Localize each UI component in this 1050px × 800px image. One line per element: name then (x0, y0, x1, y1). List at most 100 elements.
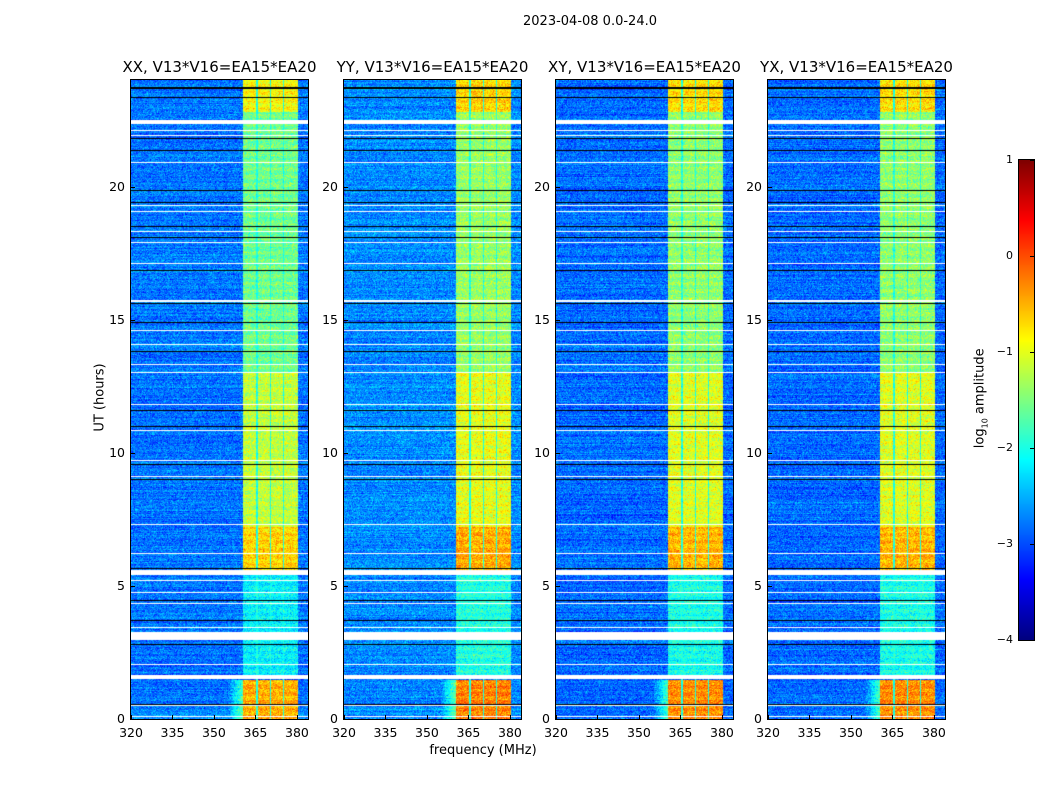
x-tick-mark (809, 715, 811, 719)
x-tick-label: 365 (243, 725, 268, 740)
x-tick-mark (172, 715, 174, 719)
colorbar-tick-label: 0 (1006, 249, 1013, 262)
colorbar-label-rest: amplitude (972, 348, 988, 419)
x-tick-mark (680, 715, 682, 719)
y-tick-mark (344, 452, 348, 454)
colorbar-tick-label: 1 (1006, 153, 1013, 166)
x-tick-label: 380 (285, 725, 309, 740)
x-tick-mark (933, 715, 935, 719)
heatmap-cells (556, 80, 733, 719)
x-tick-label: 350 (202, 725, 226, 740)
x-tick-label: 320 (119, 725, 143, 740)
y-tick-label: 10 (746, 444, 762, 460)
panel-title: YY, V13*V16=EA15*EA20 (336, 58, 529, 76)
x-tick-mark (131, 715, 132, 719)
x-tick-mark (385, 715, 387, 719)
x-tick-label: 335 (585, 725, 610, 740)
y-tick-mark (768, 585, 772, 587)
colorbar-tick-label: −1 (996, 345, 1013, 358)
y-tick-label: 10 (322, 444, 338, 460)
x-axis-label: frequency (MHz) (429, 743, 537, 758)
heatmap-panel-4 (767, 79, 946, 720)
x-tick-mark (468, 715, 470, 719)
y-tick-label: 0 (754, 711, 762, 726)
x-tick-label: 320 (756, 725, 780, 740)
colorbar-tick-label: −3 (996, 537, 1013, 550)
colorbar-tick-mark (1030, 352, 1034, 353)
y-tick-label: 15 (746, 311, 762, 327)
x-tick-mark (426, 715, 428, 719)
y-tick-label: 10 (109, 444, 125, 460)
y-tick-label: 20 (109, 178, 125, 194)
y-tick-mark (768, 719, 772, 720)
x-tick-mark (597, 715, 599, 719)
y-tick-label: 20 (534, 178, 550, 194)
colorbar-label-sub: 10 (980, 418, 990, 429)
y-tick-label: 0 (542, 711, 550, 726)
x-tick-label: 335 (373, 725, 398, 740)
colorbar-tick-mark (1030, 544, 1034, 545)
x-tick-label: 320 (544, 725, 568, 740)
y-tick-mark (556, 452, 560, 454)
x-tick-mark (344, 715, 345, 719)
y-tick-mark (131, 585, 135, 587)
figure-title: 2023-04-08 0.0-24.0 (523, 14, 657, 29)
x-tick-label: 365 (880, 725, 905, 740)
y-tick-label: 0 (330, 711, 338, 726)
y-tick-mark (768, 452, 772, 454)
panel-title: XY, V13*V16=EA15*EA20 (548, 58, 741, 76)
y-tick-mark (131, 186, 135, 188)
heatmap-panel-2 (343, 79, 522, 720)
panel-title: YX, V13*V16=EA15*EA20 (760, 58, 953, 76)
x-tick-mark (509, 715, 511, 719)
y-tick-mark (131, 319, 135, 321)
x-tick-label: 380 (710, 725, 734, 740)
heatmap-panel-1 (130, 79, 309, 720)
heatmap-cells (768, 80, 945, 719)
x-tick-label: 380 (922, 725, 946, 740)
x-tick-mark (638, 715, 640, 719)
y-tick-mark (131, 452, 135, 454)
y-tick-mark (344, 186, 348, 188)
x-tick-mark (768, 715, 769, 719)
colorbar-tick-mark (1030, 160, 1034, 161)
x-tick-label: 350 (627, 725, 651, 740)
colorbar-gradient (1019, 160, 1034, 640)
y-tick-label: 20 (746, 178, 762, 194)
y-tick-label: 0 (117, 711, 125, 726)
y-tick-label: 5 (542, 577, 550, 593)
x-tick-mark (556, 715, 557, 719)
y-tick-label: 15 (534, 311, 550, 327)
x-tick-label: 335 (160, 725, 185, 740)
colorbar-tick-label: −2 (996, 441, 1013, 454)
x-tick-mark (892, 715, 894, 719)
y-tick-mark (344, 319, 348, 321)
y-tick-mark (556, 186, 560, 188)
y-tick-label: 5 (117, 577, 125, 593)
y-tick-mark (556, 585, 560, 587)
x-tick-label: 335 (797, 725, 822, 740)
y-tick-mark (768, 319, 772, 321)
y-tick-label: 15 (109, 311, 125, 327)
x-tick-label: 365 (668, 725, 693, 740)
colorbar-tick-mark (1030, 256, 1034, 257)
x-tick-label: 350 (415, 725, 439, 740)
x-tick-mark (213, 715, 215, 719)
y-tick-label: 10 (534, 444, 550, 460)
y-tick-label: 5 (754, 577, 762, 593)
x-tick-mark (296, 715, 298, 719)
y-tick-mark (768, 186, 772, 188)
y-tick-label: 5 (330, 577, 338, 593)
x-tick-label: 320 (332, 725, 356, 740)
x-tick-label: 365 (456, 725, 481, 740)
y-tick-mark (556, 319, 560, 321)
y-tick-label: 20 (322, 178, 338, 194)
colorbar-tick-mark (1030, 640, 1034, 641)
y-tick-label: 15 (322, 311, 338, 327)
x-tick-mark (850, 715, 852, 719)
heatmap-panel-3 (555, 79, 734, 720)
colorbar-tick-label: −4 (996, 633, 1013, 646)
x-tick-mark (255, 715, 257, 719)
y-axis-label: UT (hours) (92, 363, 108, 432)
colorbar-tick-mark (1030, 448, 1034, 449)
